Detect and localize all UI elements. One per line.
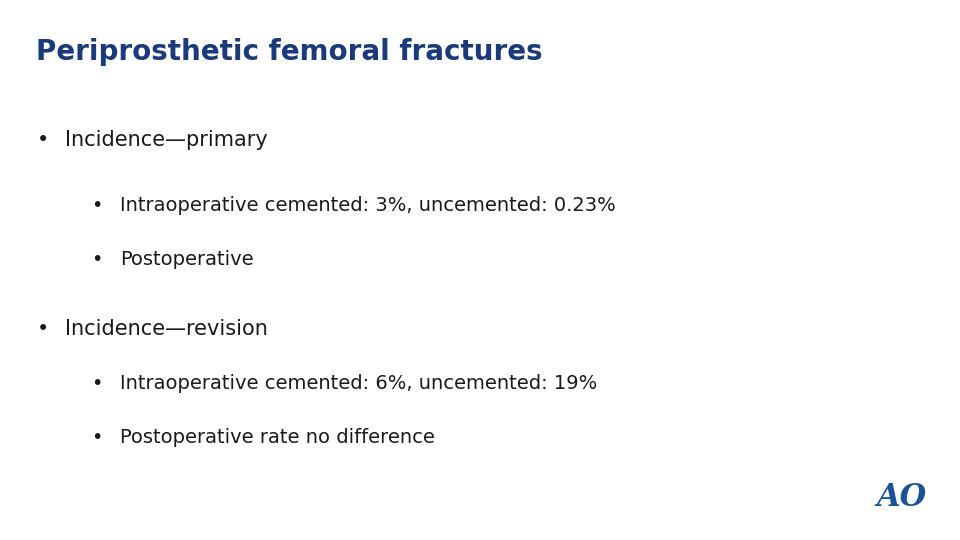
- Text: Incidence—revision: Incidence—revision: [65, 319, 268, 340]
- Text: Postoperative rate no difference: Postoperative rate no difference: [120, 428, 435, 447]
- Text: Intraoperative cemented: 6%, uncemented: 19%: Intraoperative cemented: 6%, uncemented:…: [120, 374, 597, 393]
- Text: •: •: [91, 374, 103, 393]
- Text: Periprosthetic femoral fractures: Periprosthetic femoral fractures: [36, 38, 543, 66]
- Text: •: •: [36, 130, 49, 151]
- Text: •: •: [36, 319, 49, 340]
- Text: •: •: [91, 195, 103, 215]
- Text: AO: AO: [876, 482, 926, 513]
- Text: Postoperative: Postoperative: [120, 249, 253, 269]
- Text: •: •: [91, 249, 103, 269]
- Text: •: •: [91, 428, 103, 447]
- Text: Intraoperative cemented: 3%, uncemented: 0.23%: Intraoperative cemented: 3%, uncemented:…: [120, 195, 615, 215]
- Text: Incidence—primary: Incidence—primary: [65, 130, 268, 151]
